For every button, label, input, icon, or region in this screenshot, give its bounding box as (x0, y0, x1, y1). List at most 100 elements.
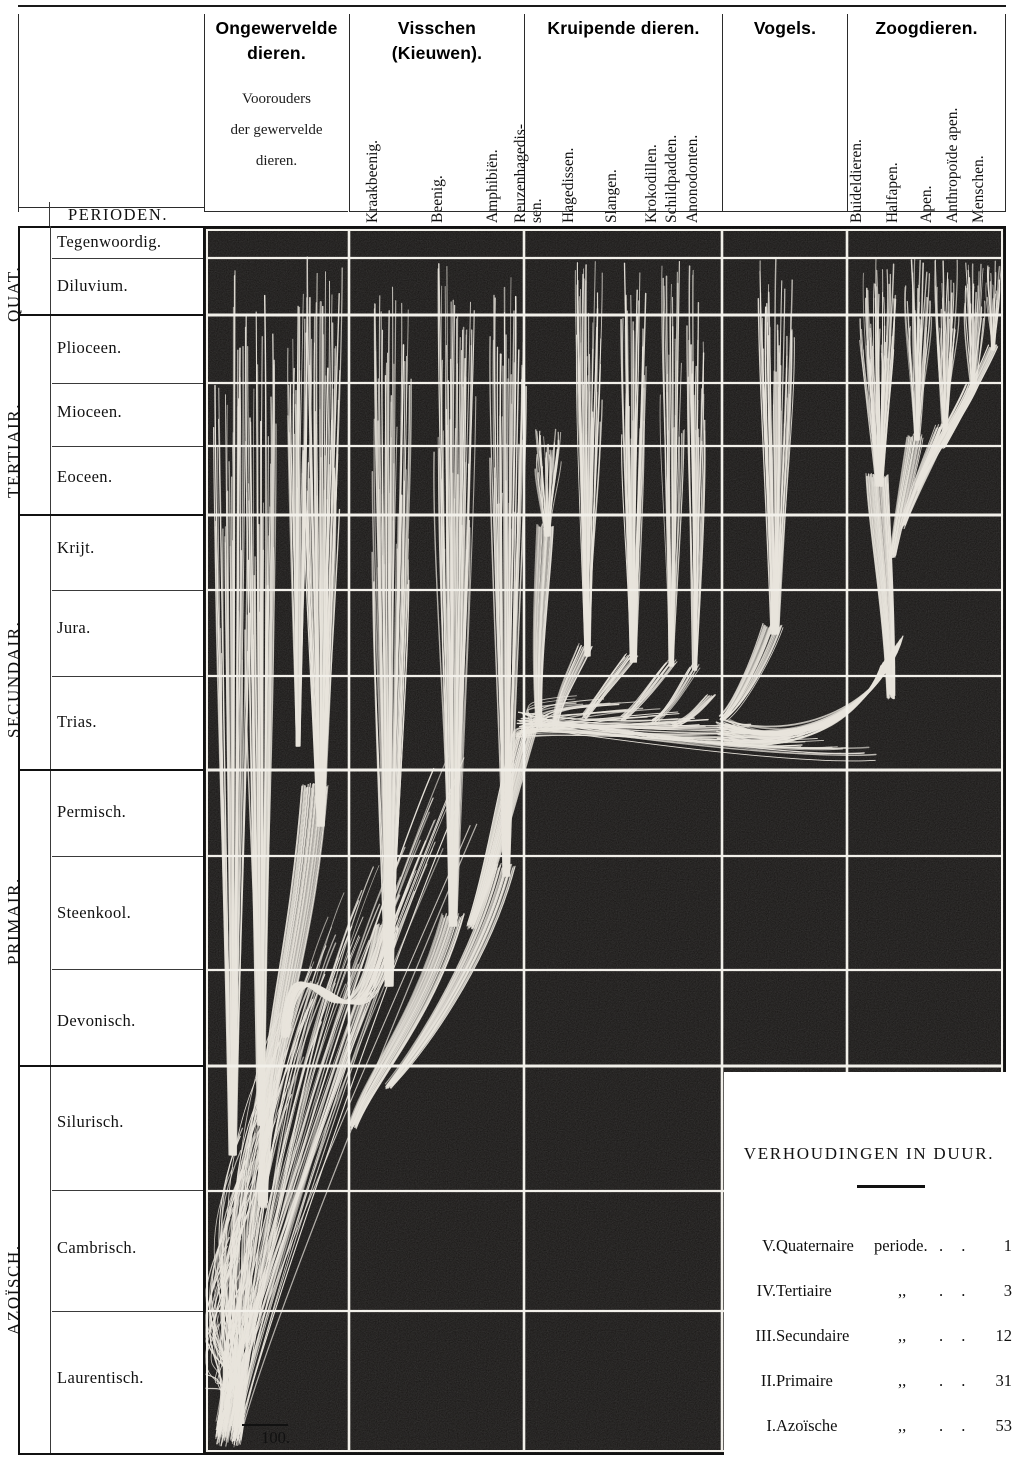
period-rule-5 (52, 676, 205, 677)
group-title-line1: Kruipende dieren. (547, 18, 700, 38)
lineage-branch (525, 718, 865, 755)
era-rule-primair-azoisch (18, 1065, 204, 1067)
lineage-branch (586, 384, 591, 657)
lineage-branch (298, 315, 308, 747)
lineage-branch (517, 711, 695, 722)
lineage-branch (774, 280, 783, 635)
legend-numeral: IV. (756, 1281, 776, 1300)
column-label-apen: Apen. (918, 185, 935, 223)
subtitle-line1: Voorouders (242, 91, 311, 107)
period-label-krijt: Krijt. (57, 538, 95, 557)
column-label-schildpadden: Schildpadden. (663, 134, 680, 223)
lineage-branch (723, 626, 777, 718)
lineage-branch (940, 344, 990, 447)
lineage-branch (651, 663, 694, 720)
period-label-laurentisch: Laurentisch. (57, 1368, 144, 1387)
lineage-branch (391, 865, 516, 1087)
lineage-branch (387, 395, 392, 987)
period-rule-7 (52, 969, 205, 970)
lineage-branch (471, 729, 529, 925)
periods-column-header: PERIODEN. (68, 205, 169, 224)
lineage-branch (296, 306, 301, 747)
era-label-primair: PRIMAIR. (4, 877, 23, 965)
subtitle-line2: der gewervelde (230, 122, 323, 138)
period-rule-9 (52, 1311, 205, 1312)
lineage-branch (585, 356, 588, 657)
lineage-branch (218, 642, 231, 1156)
lineage-branch (936, 286, 944, 431)
era-label-tertiair: TERTIAIR. (4, 402, 23, 498)
top-rule (18, 5, 1006, 7)
lineage-branch (373, 582, 387, 987)
lineage-branch (725, 624, 783, 716)
legend-period-name: Azoïsche (776, 1416, 838, 1435)
period-rule-6 (52, 856, 205, 857)
lineage-branch (323, 267, 343, 827)
group-title-vogels: Vogels. (723, 16, 847, 41)
lineage-branch (222, 528, 233, 1156)
period-label-eoceen: Eoceen. (57, 467, 113, 486)
period-label-plioceen: Plioceen. (57, 338, 122, 357)
column-label-text: Reuzenhagedis- (512, 124, 529, 223)
lineage-branch (218, 775, 459, 1443)
period-label-mioceen: Mioceen. (57, 402, 123, 421)
legend-period-name: Primaire (776, 1371, 833, 1390)
legend-divider (857, 1185, 925, 1188)
lineage-branch (298, 323, 309, 747)
lineage-branch (234, 808, 447, 1429)
lineage-branch (467, 729, 516, 924)
lineage-branch (671, 433, 683, 667)
period-label-trias: Trias. (57, 712, 97, 731)
lineage-branch (217, 848, 444, 1422)
lineage-branch (523, 722, 870, 750)
period-rule-4 (52, 590, 205, 591)
lineage-branch (348, 913, 443, 1125)
lineage-branch (757, 298, 772, 635)
lineage-branch (694, 428, 700, 671)
lineage-branch (945, 259, 958, 431)
lineage-branch (635, 292, 647, 663)
lineage-branch (893, 437, 918, 555)
legend-numeral: III. (755, 1326, 776, 1345)
lineage-branch (229, 546, 234, 1156)
lineage-branch (234, 550, 243, 1156)
lineage-branch (234, 811, 430, 1439)
legend-dots: . . (939, 1371, 973, 1390)
legend-total-rule (242, 1424, 288, 1426)
lineage-branch (696, 341, 704, 671)
lineage-branch (259, 336, 263, 1126)
lineage-branch (216, 973, 326, 1425)
lineage-branch (943, 344, 998, 447)
lineage-branch (764, 306, 774, 635)
group-title-line1: Zoogdieren. (875, 18, 978, 38)
lineage-branch (623, 662, 676, 717)
lineage-branch (668, 354, 672, 667)
period-label-permisch: Permisch. (57, 802, 127, 821)
lineage-branch (912, 272, 917, 441)
group-title-ongewervelde: Ongewervelde dieren. (205, 16, 348, 66)
group-title-kruipende: Kruipende dieren. (525, 16, 722, 41)
lineage-branch (585, 375, 589, 657)
group-title-zoogdieren: Zoogdieren. (848, 16, 1005, 41)
legend-dots: . . (939, 1281, 973, 1300)
period-rule-1 (52, 258, 205, 259)
lineage-branch (945, 315, 960, 431)
lineage-branch (621, 659, 669, 717)
header-baseline-c (350, 211, 524, 212)
legend-row: V. Quaternaire periode. . . 1 (724, 1236, 1024, 1262)
legend-value: 31 (995, 1371, 1013, 1390)
lineage-branch (859, 318, 877, 487)
era-rule-quat-tertiair (18, 314, 204, 316)
lineage-branch (941, 346, 991, 448)
header-divider-left (18, 14, 19, 212)
lineage-branch (630, 438, 634, 663)
legend-ditto: ,, (898, 1281, 907, 1300)
lineage-branch (259, 787, 307, 1203)
lineage-branch (552, 644, 582, 725)
periods-inner-rule (49, 202, 50, 226)
lineage-branch (535, 525, 542, 730)
column-label-halfapen: Halfapen. (884, 162, 901, 223)
lineage-branch (989, 281, 993, 351)
lineage-branch (470, 730, 525, 926)
lineage-branch (721, 624, 772, 718)
